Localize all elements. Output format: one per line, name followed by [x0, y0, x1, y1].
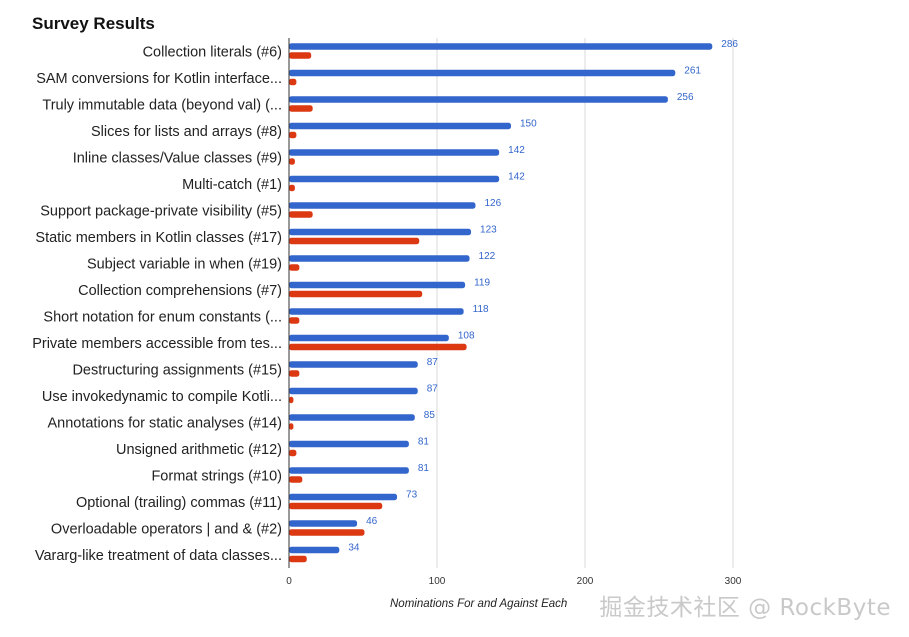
- category-label: Support package-private visibility (#5): [40, 203, 282, 219]
- bar-against: [289, 211, 313, 218]
- bar-for: [289, 414, 415, 421]
- data-label: 286: [721, 39, 738, 50]
- category-label: Vararg-like treatment of data classes...: [35, 548, 282, 564]
- bar-for: [289, 281, 466, 289]
- bar-for: [289, 202, 476, 209]
- bar-for: [289, 308, 464, 315]
- bar-against: [289, 131, 297, 139]
- bar-against: [289, 343, 467, 351]
- bars: 286 261 256 150 142 142 126 123 122 119 118 108 87 87…: [289, 39, 738, 563]
- data-label: 122: [479, 251, 496, 262]
- bar-against: [289, 555, 307, 563]
- bar-for: [289, 228, 472, 236]
- bar-against: [289, 423, 294, 430]
- bar-for: [289, 520, 358, 527]
- data-label: 142: [508, 171, 525, 182]
- category-label: Inline classes/Value classes (#9): [73, 150, 282, 166]
- data-label: 118: [473, 304, 489, 315]
- tick-label: 100: [429, 576, 446, 587]
- data-label: 108: [458, 330, 475, 341]
- category-label: Collection literals (#6): [143, 44, 282, 60]
- data-label: 150: [520, 118, 537, 129]
- bar-for: [289, 122, 511, 130]
- category-label: Use invokedynamic to compile Kotli...: [42, 389, 282, 405]
- category-label: Slices for lists and arrays (#8): [91, 124, 282, 140]
- bar-against: [289, 105, 313, 112]
- data-label: 34: [348, 542, 360, 553]
- category-label: Destructuring assignments (#15): [72, 362, 282, 378]
- data-label: 126: [484, 198, 501, 209]
- data-label: 119: [474, 277, 490, 288]
- tick-label: 0: [286, 576, 292, 587]
- x-axis-label: Nominations For and Against Each: [390, 598, 568, 610]
- bar-against: [289, 476, 303, 483]
- bar-for: [289, 440, 409, 448]
- bar-against: [289, 264, 300, 271]
- bar-against: [289, 290, 423, 298]
- bar-for: [289, 361, 418, 368]
- bar-against: [289, 52, 312, 59]
- bar-against: [289, 78, 297, 86]
- data-label: 87: [427, 357, 439, 368]
- category-label: Collection comprehensions (#7): [78, 283, 282, 299]
- category-label: Multi-catch (#1): [182, 177, 282, 193]
- category-label: Optional (trailing) commas (#11): [76, 495, 282, 511]
- bar-for: [289, 546, 340, 554]
- watermark: 掘金技术社区 @ RockByte: [599, 595, 891, 621]
- bar-for: [289, 149, 500, 156]
- category-label: SAM conversions for Kotlin interface...: [36, 71, 282, 87]
- data-label: 87: [427, 383, 439, 394]
- category-label: Short notation for enum constants (...: [43, 309, 282, 325]
- tick-label: 300: [725, 576, 742, 587]
- bar-for: [289, 467, 409, 474]
- bar-against: [289, 529, 365, 536]
- chart-title: Survey Results: [32, 14, 155, 33]
- bar-for: [289, 387, 418, 395]
- bar-for: [289, 334, 449, 342]
- bar-for: [289, 493, 398, 501]
- bar-for: [289, 96, 668, 103]
- data-label: 73: [406, 489, 418, 500]
- bar-for: [289, 175, 500, 183]
- bar-against: [289, 317, 300, 324]
- category-label: Overloadable operators | and & (#2): [51, 521, 282, 537]
- bar-against: [289, 184, 295, 192]
- category-label: Annotations for static analyses (#14): [47, 415, 282, 431]
- data-label: 46: [366, 516, 378, 527]
- bar-against: [289, 396, 294, 404]
- category-label: Private members accessible from tes...: [32, 336, 282, 352]
- data-label: 81: [418, 463, 430, 474]
- bar-against: [289, 237, 420, 245]
- data-label: 142: [508, 145, 525, 156]
- bar-against: [289, 370, 300, 377]
- category-label: Unsigned arithmetic (#12): [116, 442, 282, 458]
- bar-for: [289, 69, 676, 77]
- bar-against: [289, 502, 383, 510]
- data-label: 85: [424, 410, 436, 421]
- data-label: 81: [418, 436, 430, 447]
- bar-for: [289, 255, 470, 262]
- category-label: Static members in Kotlin classes (#17): [35, 230, 282, 246]
- tick-label: 200: [577, 576, 594, 587]
- category-label: Subject variable in when (#19): [87, 256, 282, 272]
- bar-against: [289, 449, 297, 457]
- bar-against: [289, 158, 295, 165]
- category-labels: Collection literals (#6) SAM conversions …: [32, 44, 282, 564]
- category-label: Truly immutable data (beyond val) (...: [42, 97, 282, 113]
- data-label: 261: [684, 65, 701, 76]
- bar-for: [289, 43, 713, 50]
- tick-labels: 0 100 200 300: [286, 576, 742, 587]
- data-label: 123: [480, 224, 497, 235]
- category-label: Format strings (#10): [151, 468, 282, 484]
- data-label: 256: [677, 92, 694, 103]
